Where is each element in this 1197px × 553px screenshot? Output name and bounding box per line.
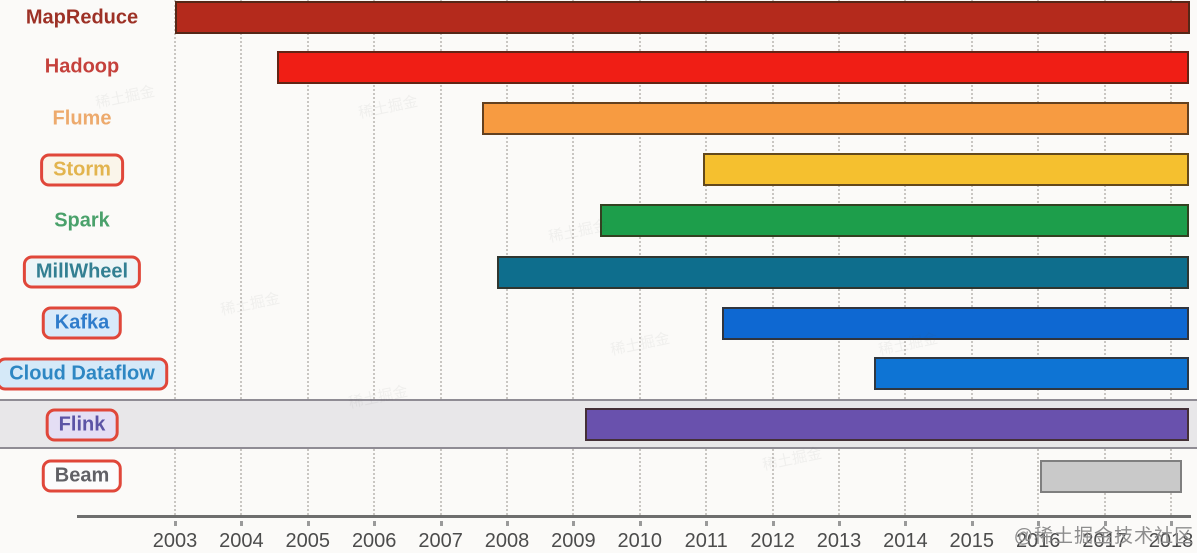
- axis-tick-mark-2006: [373, 521, 377, 526]
- gridline-2006: [373, 0, 376, 515]
- axis-tick-mark-2015: [970, 521, 974, 526]
- gridline-2003: [174, 0, 176, 515]
- axis-tick-mark-2011: [705, 521, 709, 526]
- axis-tick-label-2004: 2004: [219, 530, 264, 552]
- axis-tick-label-2018: 2018: [1148, 530, 1194, 552]
- row-label-flink: Flink: [45, 408, 119, 441]
- site-watermark: @稀土掘金技术社区: [1013, 526, 1194, 547]
- x-axis-line: [77, 515, 1191, 518]
- axis-tick-mark-2016: [1037, 521, 1041, 526]
- axis-tick-mark-2004: [240, 521, 244, 526]
- axis-tick-label-2009: 2009: [551, 530, 596, 552]
- axis-tick-mark-2013: [838, 521, 841, 526]
- bar-flink: [584, 408, 1190, 441]
- axis-tick-mark-2012: [771, 521, 775, 526]
- row-label-mapreduce: MapReduce: [25, 6, 139, 28]
- axis-tick-label-2005: 2005: [285, 530, 331, 552]
- bar-spark: [599, 204, 1190, 237]
- row-label-storm: Storm: [40, 153, 124, 186]
- bar-beam: [1039, 459, 1183, 493]
- axis-tick-mark-2008: [506, 521, 509, 526]
- axis-tick-label-2006: 2006: [351, 530, 397, 552]
- row-label-cloud-dataflow: Cloud Dataflow: [0, 357, 168, 390]
- axis-tick-label-2011: 2011: [684, 530, 728, 552]
- row-label-millwheel: MillWheel: [22, 255, 142, 289]
- axis-tick-label-2012: 2012: [750, 530, 795, 552]
- gridline-2005: [306, 0, 309, 515]
- axis-tick-label-2015: 2015: [949, 530, 995, 552]
- axis-tick-label-2008: 2008: [484, 530, 530, 552]
- axis-tick-label-2016: 2016: [1015, 530, 1061, 552]
- axis-tick-label-2017: 2017: [1082, 530, 1127, 552]
- row-label-spark: Spark: [54, 209, 110, 231]
- gridline-2007: [439, 0, 442, 515]
- gridline-2004: [240, 0, 243, 515]
- bar-cloud-dataflow: [873, 357, 1190, 390]
- bar-millwheel: [497, 255, 1190, 289]
- row-label-hadoop: Hadoop: [44, 55, 120, 78]
- axis-tick-mark-2014: [904, 521, 908, 526]
- axis-tick-label-2013: 2013: [816, 530, 862, 552]
- axis-tick-mark-2009: [572, 521, 576, 526]
- row-label-beam: Beam: [41, 459, 123, 493]
- row-label-kafka: Kafka: [41, 306, 123, 340]
- axis-tick-mark-2003: [174, 521, 177, 526]
- axis-tick-mark-2018: [1170, 521, 1173, 526]
- bar-kafka: [722, 306, 1190, 340]
- axis-tick-label-2010: 2010: [617, 530, 663, 552]
- axis-tick-mark-2007: [439, 521, 443, 526]
- axis-tick-mark-2010: [638, 521, 642, 526]
- axis-tick-mark-2017: [1103, 521, 1107, 526]
- axis-tick-label-2014: 2014: [883, 530, 928, 552]
- axis-tick-label-2007: 2007: [418, 530, 463, 552]
- axis-tick-label-2003: 2003: [152, 530, 198, 552]
- bar-flume: [482, 102, 1190, 135]
- bar-storm: [702, 153, 1190, 186]
- bar-mapreduce: [175, 1, 1190, 34]
- row-label-flume: Flume: [52, 107, 112, 129]
- background-watermark-2: 稀土掘金: [357, 92, 420, 123]
- axis-tick-mark-2005: [306, 521, 310, 526]
- bar-hadoop: [276, 50, 1190, 84]
- background-watermark-4: 稀土掘金: [219, 289, 282, 320]
